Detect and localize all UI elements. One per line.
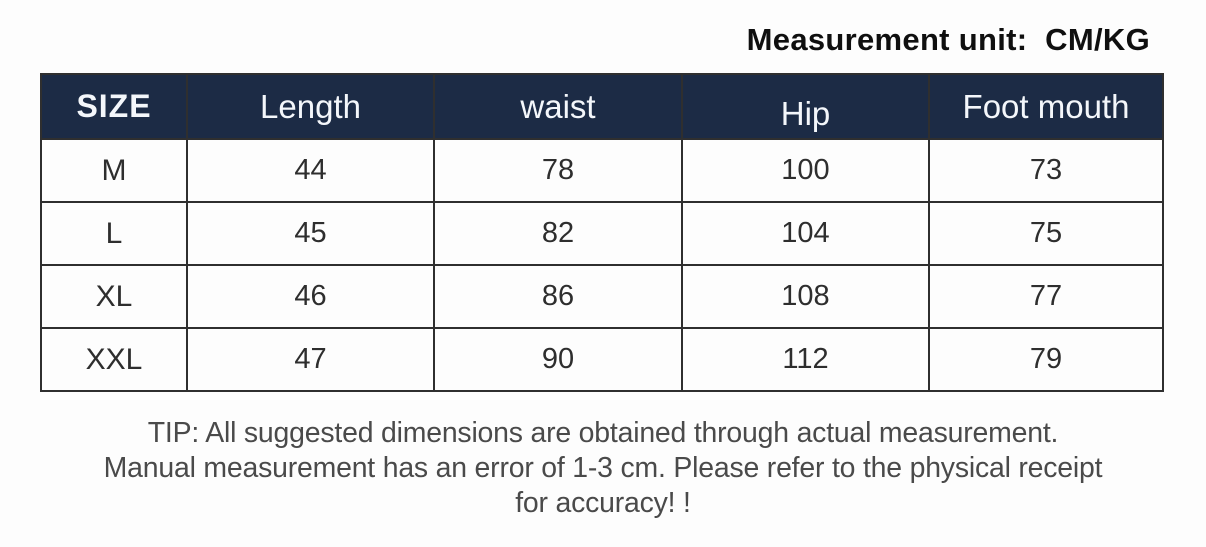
table-cell: 45	[186, 201, 435, 266]
column-header-length: Length	[186, 73, 435, 140]
table-row-xl: XL 46 86 108 77	[40, 264, 1164, 329]
size-label: XXL	[40, 327, 188, 392]
table-row-m: M 44 78 100 73	[40, 138, 1164, 203]
table-cell: 108	[681, 264, 930, 329]
tip-line-1: TIP: All suggested dimensions are obtain…	[147, 417, 1059, 449]
table-cell: 47	[186, 327, 435, 392]
table-cell: 82	[433, 201, 683, 266]
size-label: M	[40, 138, 188, 203]
table-cell: 100	[681, 138, 930, 203]
column-header-hip-label: Hip	[780, 94, 831, 132]
table-cell: 86	[433, 264, 683, 329]
table-cell: 78	[433, 138, 683, 203]
measurement-unit-label: Measurement unit: CM/KG	[746, 22, 1150, 57]
table-cell: 90	[433, 327, 683, 392]
table-cell: 104	[681, 201, 930, 266]
tip-line-2: Manual measurement has an error of 1-3 c…	[103, 452, 1103, 484]
tip-line-3: for accuracy! !	[515, 487, 691, 519]
table-cell: 79	[928, 327, 1164, 392]
column-header-foot-mouth: Foot mouth	[928, 73, 1164, 140]
size-label: XL	[40, 264, 188, 329]
column-header-waist: waist	[433, 73, 683, 140]
tip-text: TIP: All suggested dimensions are obtain…	[12, 416, 1194, 521]
table-cell: 46	[186, 264, 435, 329]
table-cell: 73	[928, 138, 1164, 203]
table-cell: 75	[928, 201, 1164, 266]
column-header-hip: Hip	[681, 73, 930, 140]
table-header-row: SIZE Length waist Hip Foot mouth	[40, 73, 1164, 140]
table-cell: 77	[928, 264, 1164, 329]
size-table: SIZE Length waist Hip Foot mouth M 44 78…	[40, 73, 1164, 392]
table-row-xxl: XXL 47 90 112 79	[40, 327, 1164, 392]
table-row-l: L 45 82 104 75	[40, 201, 1164, 266]
size-label: L	[40, 201, 188, 266]
column-header-size: SIZE	[40, 73, 188, 140]
table-cell: 112	[681, 327, 930, 392]
table-cell: 44	[186, 138, 435, 203]
